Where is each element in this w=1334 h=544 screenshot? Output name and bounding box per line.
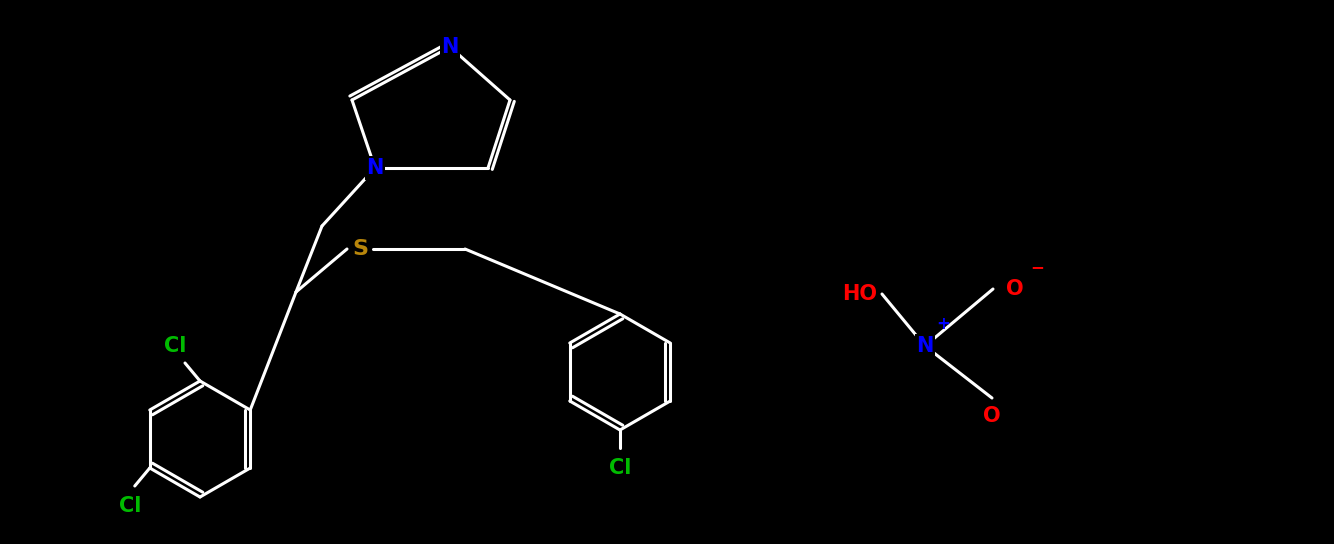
Text: −: − (1030, 258, 1045, 276)
Text: +: + (936, 315, 950, 333)
Text: Cl: Cl (608, 458, 631, 478)
Text: O: O (983, 406, 1000, 426)
Text: S: S (352, 239, 368, 259)
Text: N: N (442, 37, 459, 57)
Text: HO: HO (843, 284, 878, 304)
Text: O: O (1006, 279, 1023, 299)
Text: Cl: Cl (119, 496, 141, 516)
Text: N: N (916, 336, 934, 356)
Text: N: N (367, 158, 384, 178)
Text: Cl: Cl (164, 336, 187, 356)
